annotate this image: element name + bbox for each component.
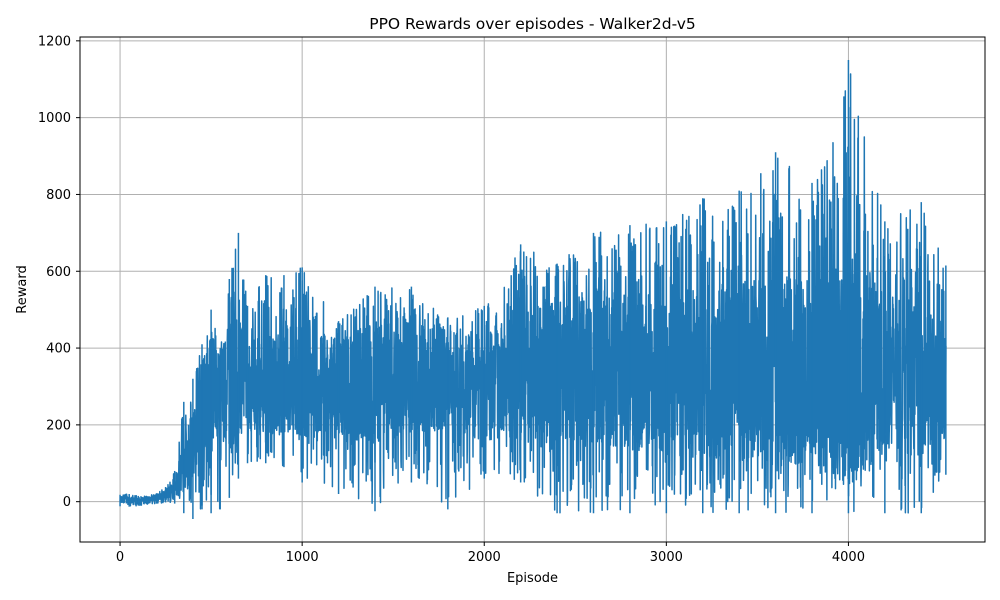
y-axis-label: Reward: [15, 265, 30, 313]
x-tick-label: 3000: [650, 550, 683, 565]
y-tick-label: 400: [46, 342, 71, 357]
x-tick-label: 1000: [286, 550, 319, 565]
reward-series-line: [119, 73, 947, 514]
y-tick-label: 800: [46, 188, 71, 203]
y-tick-label: 200: [46, 418, 71, 433]
chart-title: PPO Rewards over episodes - Walker2d-v5: [369, 15, 696, 33]
x-tick-label: 2000: [468, 550, 501, 565]
x-tick-label: 0: [116, 550, 124, 565]
series-layer: [119, 60, 947, 519]
y-tick-label: 0: [63, 495, 71, 510]
x-tick-label: 4000: [832, 550, 865, 565]
ticks: 0 1000 2000 3000 4000 0 200 400 600 800 1000 1200: [38, 34, 865, 565]
y-tick-label: 600: [46, 265, 71, 280]
y-tick-label: 1000: [38, 111, 71, 126]
plot-frame: [79, 36, 986, 543]
y-tick-label: 1200: [38, 34, 71, 49]
x-axis-label: Episode: [507, 571, 558, 586]
